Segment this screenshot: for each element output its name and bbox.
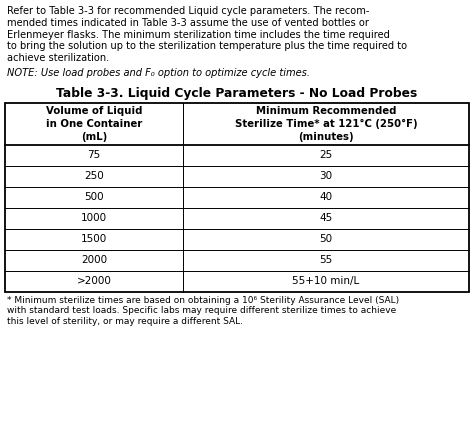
- Text: 500: 500: [84, 192, 104, 202]
- Text: 50: 50: [319, 234, 333, 244]
- Bar: [5, 103, 469, 292]
- Text: Refer to Table 3-3 for recommended Liquid cycle parameters. The recom-: Refer to Table 3-3 for recommended Liqui…: [7, 6, 370, 16]
- Text: 1500: 1500: [81, 234, 107, 244]
- Text: 75: 75: [87, 150, 100, 160]
- Text: 45: 45: [319, 213, 333, 223]
- Text: Volume of Liquid
in One Container
(mL): Volume of Liquid in One Container (mL): [46, 106, 142, 142]
- Text: Minimum Recommended
Sterilize Time* at 121°C (250°F)
(minutes): Minimum Recommended Sterilize Time* at 1…: [235, 106, 417, 142]
- Text: 2000: 2000: [81, 255, 107, 265]
- Text: mended times indicated in Table 3-3 assume the use of vented bottles or: mended times indicated in Table 3-3 assu…: [7, 18, 369, 28]
- Text: to bring the solution up to the sterilization temperature plus the time required: to bring the solution up to the steriliz…: [7, 41, 407, 51]
- Text: 40: 40: [319, 192, 333, 202]
- Text: this level of sterility, or may require a different SAL.: this level of sterility, or may require …: [7, 317, 243, 326]
- Text: 55: 55: [319, 255, 333, 265]
- Text: 25: 25: [319, 150, 333, 160]
- Text: 250: 250: [84, 171, 104, 182]
- Text: NOTE: Use load probes and F₀ option to optimize cycle times.: NOTE: Use load probes and F₀ option to o…: [7, 68, 310, 78]
- Text: with standard test loads. Specific labs may require different sterilize times to: with standard test loads. Specific labs …: [7, 306, 396, 315]
- Text: >2000: >2000: [77, 277, 111, 286]
- Text: achieve sterilization.: achieve sterilization.: [7, 53, 109, 63]
- Text: 30: 30: [319, 171, 333, 182]
- Text: 1000: 1000: [81, 213, 107, 223]
- Text: 55+10 min/L: 55+10 min/L: [292, 277, 360, 286]
- Text: * Minimum sterilize times are based on obtaining a 10⁶ Sterility Assurance Level: * Minimum sterilize times are based on o…: [7, 296, 399, 305]
- Text: Table 3-3. Liquid Cycle Parameters - No Load Probes: Table 3-3. Liquid Cycle Parameters - No …: [56, 87, 418, 100]
- Text: Erlenmeyer flasks. The minimum sterilization time includes the time required: Erlenmeyer flasks. The minimum steriliza…: [7, 29, 390, 40]
